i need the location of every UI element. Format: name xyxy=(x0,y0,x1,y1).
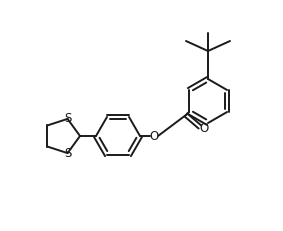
Text: O: O xyxy=(199,122,209,134)
Text: S: S xyxy=(64,147,71,160)
Text: O: O xyxy=(149,130,159,143)
Text: S: S xyxy=(64,112,71,125)
